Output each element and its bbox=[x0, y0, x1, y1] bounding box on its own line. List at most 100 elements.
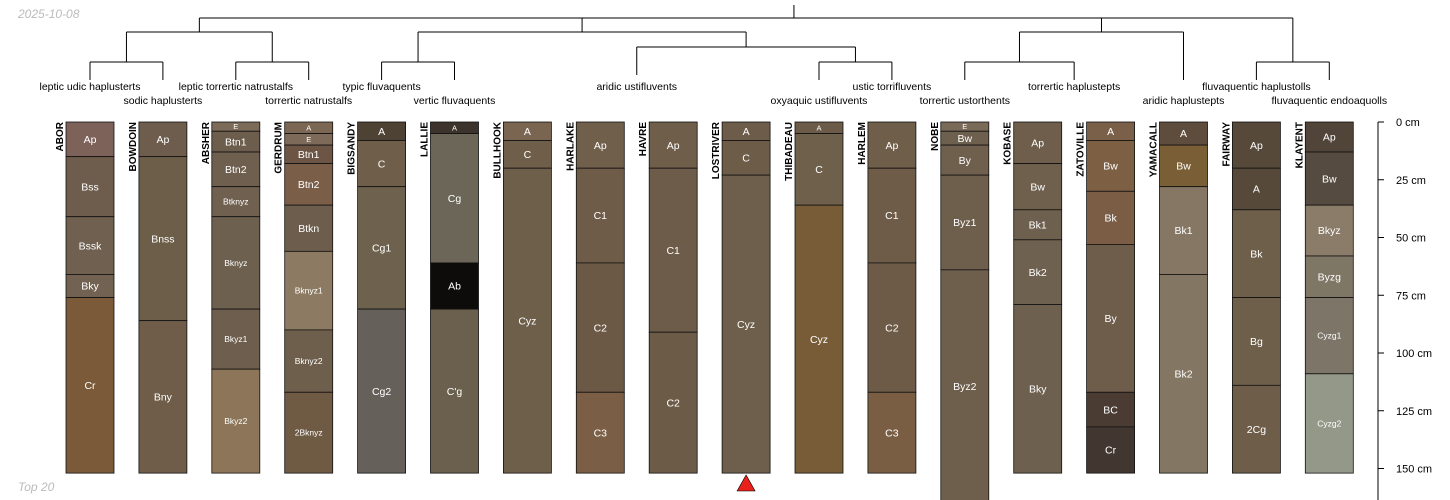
horizon-rect bbox=[1086, 391, 1135, 428]
horizon-rect bbox=[867, 391, 917, 474]
horizon-label: Bw bbox=[1322, 173, 1337, 185]
horizon-rect bbox=[138, 320, 188, 474]
horizon-label: Bknyz2 bbox=[295, 356, 323, 366]
profile-harlem: Ap C1 C2 C3 HARLEM bbox=[857, 121, 917, 474]
taxon-label: sodic haplusterts bbox=[124, 95, 203, 107]
horizon-label: A bbox=[1180, 128, 1187, 140]
horizon-label: Btn1 bbox=[298, 149, 320, 161]
profile-name: ZATOVILLE bbox=[1076, 122, 1087, 177]
horizon-rect bbox=[211, 368, 261, 474]
horizon-label: Bny bbox=[154, 392, 173, 404]
horizon-label: E bbox=[962, 122, 967, 131]
profile-lostriver: A C Cyz LOSTRIVER bbox=[711, 121, 771, 474]
horizon-rect bbox=[1232, 121, 1281, 169]
horizon-label: Bk2 bbox=[1029, 267, 1047, 279]
profile-name: ABSHER bbox=[201, 121, 212, 164]
horizon-label: C3 bbox=[594, 427, 608, 439]
profile-abor: Ap Bss Bssk Bky Cr ABOR bbox=[55, 121, 115, 474]
axis-tick-label: 100 cm bbox=[1396, 348, 1432, 360]
horizon-label: Ap bbox=[1031, 137, 1044, 149]
horizon-rect bbox=[1013, 304, 1063, 474]
horizon-label: Bw bbox=[958, 133, 973, 145]
profile-name: ABOR bbox=[55, 121, 66, 151]
horizon-rect bbox=[1086, 140, 1135, 192]
horizon-rect bbox=[65, 156, 115, 218]
taxon-label: torrertic haplustepts bbox=[1028, 81, 1120, 93]
horizon-rect bbox=[1232, 384, 1281, 474]
horizon-label: Bss bbox=[81, 181, 99, 193]
profile-klayent: Ap Bw Bkyz Byzg Cyzg1 Cyzg2 KLAYENT bbox=[1294, 121, 1354, 474]
horizon-rect bbox=[1304, 204, 1354, 257]
horizon-label: 2Cg bbox=[1247, 424, 1266, 436]
horizon-label: Btn2 bbox=[298, 179, 320, 191]
horizon-rect bbox=[211, 308, 261, 370]
horizon-rect bbox=[1304, 255, 1354, 298]
horizon-rect bbox=[138, 121, 188, 158]
horizon-label: Bssk bbox=[79, 240, 103, 252]
horizon-rect bbox=[1304, 121, 1354, 153]
taxon-label: aridic ustifluvents bbox=[596, 81, 677, 93]
horizon-rect bbox=[211, 216, 261, 310]
horizon-label: Cg bbox=[448, 193, 462, 205]
horizon-rect bbox=[357, 308, 407, 474]
horizon-label: Bk2 bbox=[1174, 368, 1192, 380]
horizon-rect bbox=[648, 121, 698, 169]
axis-tick-label: 0 cm bbox=[1396, 117, 1420, 129]
horizon-label: Bky bbox=[1029, 383, 1047, 395]
horizon-rect bbox=[430, 262, 479, 310]
profile-name: KOBASE bbox=[1003, 122, 1014, 165]
horizon-label: By bbox=[959, 155, 972, 167]
horizon-label: Ap bbox=[1250, 140, 1263, 152]
horizon-rect bbox=[357, 140, 407, 188]
horizon-label: Byz2 bbox=[953, 381, 977, 393]
axis-tick-label: 75 cm bbox=[1396, 290, 1426, 302]
horizon-label: Btkn bbox=[298, 223, 319, 235]
horizon-rect bbox=[1086, 426, 1135, 474]
profile-name: YAMACALL bbox=[1149, 122, 1160, 177]
profile-zatoville: A Bw Bk By BC Cr ZATOVILLE bbox=[1076, 121, 1135, 474]
horizon-rect bbox=[867, 262, 917, 393]
horizon-label: C1 bbox=[666, 245, 680, 257]
horizon-rect bbox=[940, 174, 990, 271]
horizon-label: A bbox=[816, 123, 821, 132]
profile-harlake: Ap C1 C2 C3 HARLAKE bbox=[565, 121, 625, 474]
horizon-label: Bw bbox=[1103, 161, 1118, 173]
horizon-rect bbox=[284, 204, 334, 252]
horizon-label: C bbox=[524, 149, 532, 161]
horizon-label: A bbox=[1253, 184, 1260, 196]
profile-fairway: Ap A Bk Bg 2Cg FAIRWAY bbox=[1221, 121, 1281, 474]
profile-bullhook: AC Cyz BULLHOOK bbox=[492, 121, 552, 474]
profile-name: HAVRE bbox=[638, 122, 649, 157]
axis-tick-label: 25 cm bbox=[1396, 175, 1426, 187]
horizon-rect bbox=[65, 121, 115, 158]
depth-axis: 0 cm 25 cm 50 cm 75 cm 100 cm 125 cm 150 cm bbox=[1377, 117, 1432, 500]
horizon-rect bbox=[575, 262, 625, 393]
horizon-rect bbox=[284, 391, 334, 474]
horizon-label: C bbox=[378, 158, 386, 170]
horizon-rect bbox=[211, 186, 261, 218]
horizon-rect bbox=[1013, 163, 1063, 211]
profile-thibadeau: A C Cyz THIBADEAU bbox=[784, 121, 844, 474]
profile-name: FAIRWAY bbox=[1221, 122, 1232, 167]
horizon-rect bbox=[65, 297, 115, 474]
taxon-label: torrertic natrustalfs bbox=[265, 95, 352, 107]
horizon-label: E bbox=[306, 135, 311, 144]
horizon-rect bbox=[575, 167, 625, 264]
horizon-label: Cyz bbox=[737, 319, 755, 331]
profile-name: LOSTRIVER bbox=[711, 121, 722, 179]
horizon-label: C2 bbox=[885, 322, 899, 334]
horizon-label: Bg bbox=[1250, 336, 1263, 348]
taxon-label: vertic fluvaquents bbox=[414, 95, 496, 107]
horizon-rect bbox=[502, 140, 552, 169]
horizon-rect bbox=[794, 204, 844, 474]
horizon-label: Byz1 bbox=[953, 217, 977, 229]
profile-name: BULLHOOK bbox=[492, 121, 503, 178]
horizon-label: Bky bbox=[81, 281, 99, 293]
horizon-label: BC bbox=[1103, 404, 1118, 416]
horizon-label: A bbox=[1107, 126, 1114, 138]
horizon-label: Cyzg2 bbox=[1317, 418, 1341, 428]
profile-name: HARLAKE bbox=[565, 122, 576, 171]
taxon-label: leptic torrertic natrustalfs bbox=[179, 81, 293, 93]
horizon-label: Cg2 bbox=[372, 386, 391, 398]
